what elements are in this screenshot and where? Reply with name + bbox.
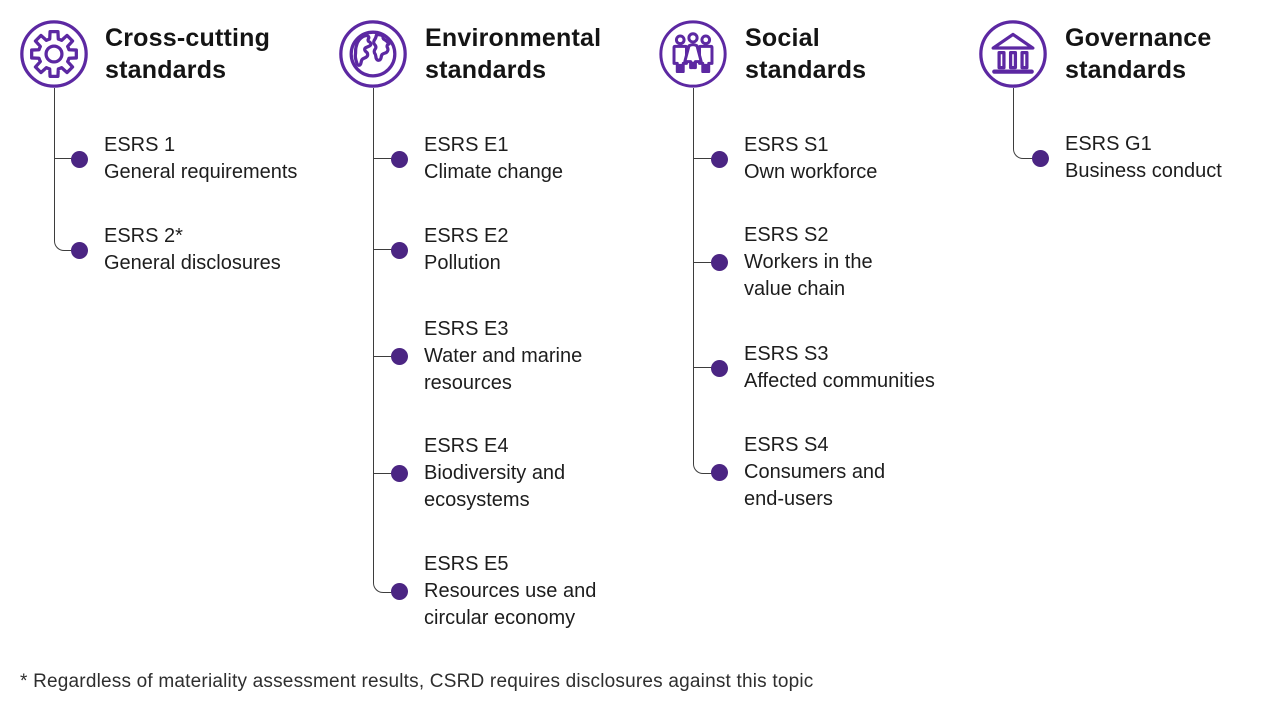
standard-code: ESRS S4: [744, 434, 829, 456]
connector-tick: [54, 158, 80, 159]
standard-name: Consumers and end-users: [744, 461, 886, 510]
standard-name: Biodiversity and ecosystems: [424, 462, 566, 511]
bullet-icon: [391, 241, 408, 259]
connector-line: [1012, 88, 1014, 144]
standard-code: ESRS 1: [104, 134, 176, 156]
standard-code: ESRS E5: [424, 553, 509, 575]
standard-name: Own workforce: [744, 161, 878, 183]
connector-tick: [693, 262, 720, 263]
standard-code: ESRS S2: [744, 224, 829, 246]
standard-name: Climate change: [424, 161, 563, 183]
standard-name: Affected communities: [744, 370, 935, 392]
column-title-cross-cutting: Cross-cutting standards: [105, 24, 271, 84]
connector-tick: [693, 158, 720, 159]
standard-item-esrs-e3: ESRS E3 Water and marine resources: [391, 316, 664, 397]
standard-name: General requirements: [104, 161, 298, 183]
gear-icon: [20, 20, 88, 88]
connector-elbow: [692, 459, 721, 474]
standard-item-esrs-e4: ESRS E4 Biodiversity and ecosystems: [391, 433, 664, 514]
bullet-icon: [1032, 149, 1049, 167]
globe-icon: [339, 20, 407, 88]
bullet-icon: [711, 254, 728, 271]
column-title-governance: Governance standards: [1065, 24, 1212, 84]
standard-name: Pollution: [424, 252, 501, 274]
standard-item-esrs-e1: ESRS E1 Climate change: [391, 132, 664, 186]
standard-item-esrs-e2: ESRS E2 Pollution: [391, 223, 664, 277]
people-icon: [659, 20, 727, 88]
bullet-icon: [391, 348, 408, 365]
bullet-icon: [711, 150, 728, 168]
standard-code: ESRS E2: [424, 225, 509, 247]
standard-code: ESRS S1: [744, 134, 829, 156]
connector-tick: [373, 473, 400, 474]
standard-item-esrs-e5: ESRS E5 Resources use and circular econo…: [391, 551, 664, 632]
standard-code: ESRS 2*: [104, 225, 183, 247]
standard-code: ESRS E1: [424, 134, 509, 156]
standard-item-esrs-s2: ESRS S2 Workers in the value chain: [711, 222, 984, 303]
standard-name: General disclosures: [104, 252, 281, 274]
connector-elbow: [1012, 144, 1042, 159]
standard-code: ESRS E4: [424, 435, 509, 457]
bullet-icon: [71, 241, 88, 259]
standard-item-esrs-g1: ESRS G1 Business conduct: [1032, 131, 1280, 185]
bullet-icon: [391, 465, 408, 482]
standard-item-esrs-1: ESRS 1 General requirements: [71, 132, 344, 186]
standard-item-esrs-s1: ESRS S1 Own workforce: [711, 132, 984, 186]
bullet-icon: [711, 464, 728, 481]
connector-tick: [693, 367, 720, 368]
connector-line: [372, 88, 374, 578]
bullet-icon: [711, 359, 728, 377]
connector-tick: [373, 356, 400, 357]
standard-name: Workers in the value chain: [744, 251, 873, 300]
connector-line: [692, 88, 694, 459]
connector-elbow: [53, 236, 81, 251]
standard-code: ESRS G1: [1065, 133, 1152, 155]
column-title-environmental: Environmental standards: [425, 24, 602, 84]
standard-item-esrs-s3: ESRS S3 Affected communities: [711, 341, 984, 395]
bank-icon: [979, 20, 1047, 88]
footnote: * Regardless of materiality assessment r…: [20, 671, 814, 692]
connector-line: [53, 88, 55, 236]
bullet-icon: [391, 583, 408, 600]
connector-elbow: [372, 578, 401, 593]
bullet-icon: [391, 150, 408, 168]
connector-tick: [373, 249, 400, 250]
standard-name: Water and marine resources: [424, 345, 583, 394]
standard-code: ESRS E3: [424, 318, 509, 340]
standard-name: Business conduct: [1065, 160, 1222, 182]
standard-name: Resources use and circular economy: [424, 580, 597, 629]
column-title-social: Social standards: [745, 24, 867, 84]
bullet-icon: [71, 150, 88, 168]
standard-code: ESRS S3: [744, 343, 829, 365]
connector-tick: [373, 158, 400, 159]
standard-item-esrs-2: ESRS 2* General disclosures: [71, 223, 344, 277]
standard-item-esrs-s4: ESRS S4 Consumers and end-users: [711, 432, 984, 513]
